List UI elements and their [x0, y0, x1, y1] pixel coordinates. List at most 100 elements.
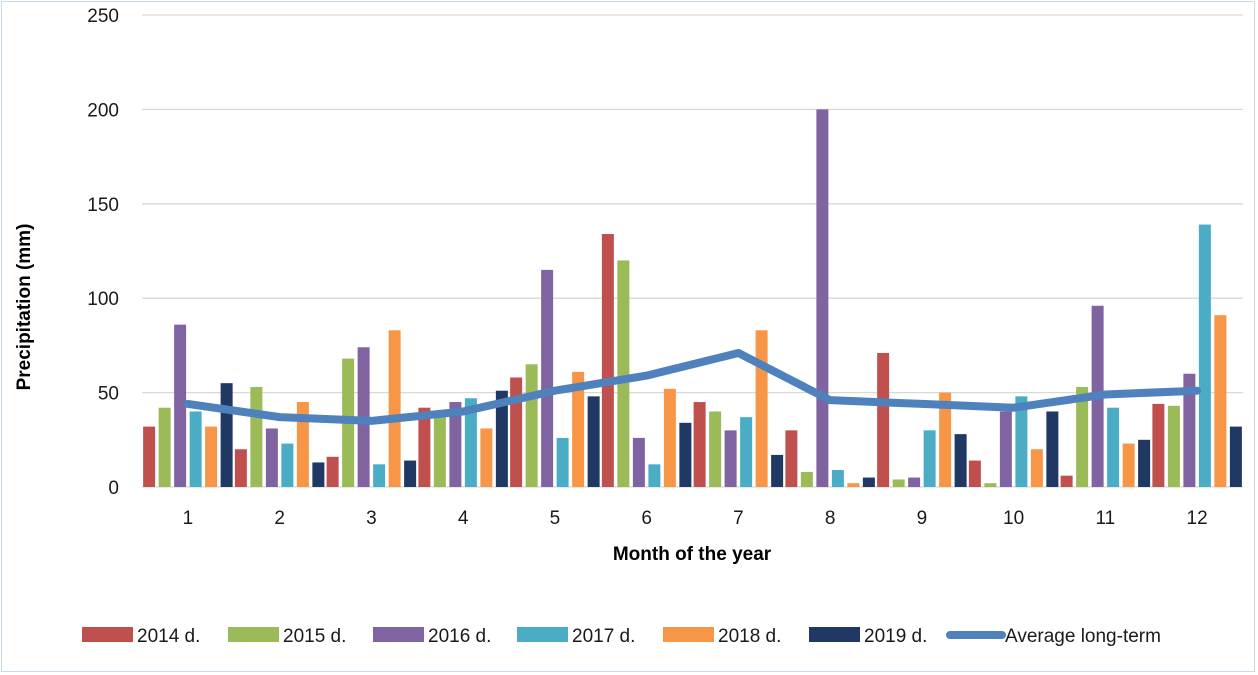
bar-2015d-month-4 [433, 411, 446, 487]
bar-2019d-month-4 [495, 390, 508, 487]
bar-2018d-month-2 [296, 402, 309, 487]
bar-2019d-month-8 [862, 477, 875, 487]
bar-2014d-month-7 [693, 402, 706, 487]
legend-label: 2018 d. [718, 626, 781, 647]
x-tick-label: 12 [1187, 508, 1208, 529]
x-tick-label: 4 [458, 508, 469, 529]
bar-2015d-month-6 [617, 260, 630, 487]
bar-2017d-month-7 [740, 417, 753, 487]
legend-swatch [809, 627, 860, 642]
bar-2015d-month-8 [800, 471, 813, 487]
y-tick-label: 50 [98, 384, 119, 405]
bar-2014d-month-3 [326, 456, 339, 487]
bar-2018d-month-3 [388, 330, 401, 487]
bar-2015d-month-9 [892, 479, 905, 487]
gridlines [142, 14, 1243, 488]
bar-2019d-month-11 [1138, 439, 1151, 487]
bar-2018d-month-1 [205, 426, 218, 487]
bar-2018d-month-9 [939, 392, 952, 487]
bar-2019d-month-10 [1046, 411, 1059, 487]
x-tick-label: 7 [733, 508, 744, 529]
bar-2016d-month-7 [724, 430, 737, 487]
legend-label: 2014 d. [137, 626, 200, 647]
y-tick-label: 200 [87, 100, 119, 121]
x-tick-label: 1 [183, 508, 194, 529]
bar-2017d-month-4 [464, 398, 477, 487]
bar-2014d-month-1 [143, 426, 156, 487]
bar-2015d-month-10 [984, 483, 997, 487]
bar-2018d-month-11 [1122, 443, 1135, 487]
average-line [183, 348, 1202, 425]
legend-label: 2015 d. [283, 626, 346, 647]
bar-2016d-month-10 [999, 411, 1012, 487]
bar-2019d-month-3 [404, 460, 417, 487]
x-tick-label: 10 [1003, 508, 1024, 529]
bar-2016d-month-1 [174, 324, 187, 487]
legend-swatch [517, 627, 568, 642]
bar-2015d-month-2 [250, 386, 263, 487]
y-tick-label: 150 [87, 195, 119, 216]
bar-2014d-month-11 [1060, 475, 1073, 487]
bar-2019d-month-9 [954, 434, 967, 487]
bar-2016d-month-6 [632, 437, 645, 487]
legend-swatch [228, 627, 279, 642]
bar-2018d-month-4 [480, 428, 493, 487]
bar-2014d-month-5 [510, 377, 523, 487]
bar-2019d-month-5 [587, 396, 600, 487]
bar-2015d-month-7 [709, 411, 722, 487]
bar-2014d-month-6 [601, 234, 614, 487]
y-tick-label: 0 [108, 478, 119, 499]
y-axis-ticks: 0 50 100 150 200 250 [87, 6, 119, 499]
bar-2014d-month-10 [968, 460, 981, 487]
bar-2017d-month-11 [1107, 407, 1120, 487]
legend-label: Average long-term [1005, 626, 1161, 647]
bar-2015d-month-5 [525, 364, 538, 487]
bar-2015d-month-11 [1076, 386, 1089, 487]
bar-2015d-month-1 [158, 407, 171, 487]
bar-2016d-month-8 [816, 109, 829, 488]
bar-2016d-month-9 [908, 477, 921, 487]
legend-swatch [82, 627, 133, 642]
legend-swatch [373, 627, 424, 642]
bar-2019d-month-6 [679, 422, 692, 487]
bar-2018d-month-6 [663, 388, 676, 487]
legend-label: 2019 d. [864, 626, 927, 647]
bar-2017d-month-10 [1015, 396, 1028, 487]
bar-2014d-month-12 [1152, 403, 1165, 487]
bar-2015d-month-12 [1167, 405, 1180, 487]
bar-2017d-month-9 [923, 430, 936, 487]
x-axis-title: Month of the year [613, 544, 772, 565]
bar-2018d-month-10 [1030, 449, 1043, 487]
legend-label: 2017 d. [572, 626, 635, 647]
bar-2018d-month-5 [572, 371, 585, 487]
x-tick-label: 9 [917, 508, 928, 529]
bar-2017d-month-2 [281, 443, 294, 487]
y-tick-label: 100 [87, 289, 119, 310]
bar-2017d-month-8 [831, 470, 844, 487]
bar-2014d-month-4 [418, 407, 431, 487]
x-tick-label: 2 [274, 508, 285, 529]
bar-2014d-month-9 [877, 352, 890, 487]
bar-2016d-month-4 [449, 402, 462, 487]
legend: 2014 d. 2015 d. 2016 d. 2017 d. 2018 d. 2019 … [82, 626, 1161, 647]
bar-2014d-month-8 [785, 430, 798, 487]
bar-2017d-month-3 [373, 464, 386, 487]
bar-2017d-month-6 [648, 464, 661, 487]
bar-2017d-month-5 [556, 437, 569, 487]
legend-swatch [663, 627, 714, 642]
bar-series [143, 109, 1242, 488]
x-tick-label: 3 [366, 508, 377, 529]
bar-2016d-month-2 [265, 428, 278, 487]
x-axis-ticks: 1 2 3 4 5 6 7 8 9 10 11 12 [183, 508, 1208, 529]
bar-2018d-month-12 [1214, 315, 1227, 487]
bar-2019d-month-12 [1229, 426, 1242, 487]
bar-2018d-month-7 [755, 330, 768, 487]
bar-2016d-month-5 [541, 269, 554, 487]
bar-2017d-month-1 [189, 411, 202, 487]
bar-2016d-month-12 [1183, 373, 1196, 487]
y-tick-label: 250 [87, 6, 119, 27]
bar-2017d-month-12 [1198, 224, 1211, 487]
bar-2018d-month-8 [847, 483, 860, 487]
x-tick-label: 5 [550, 508, 561, 529]
